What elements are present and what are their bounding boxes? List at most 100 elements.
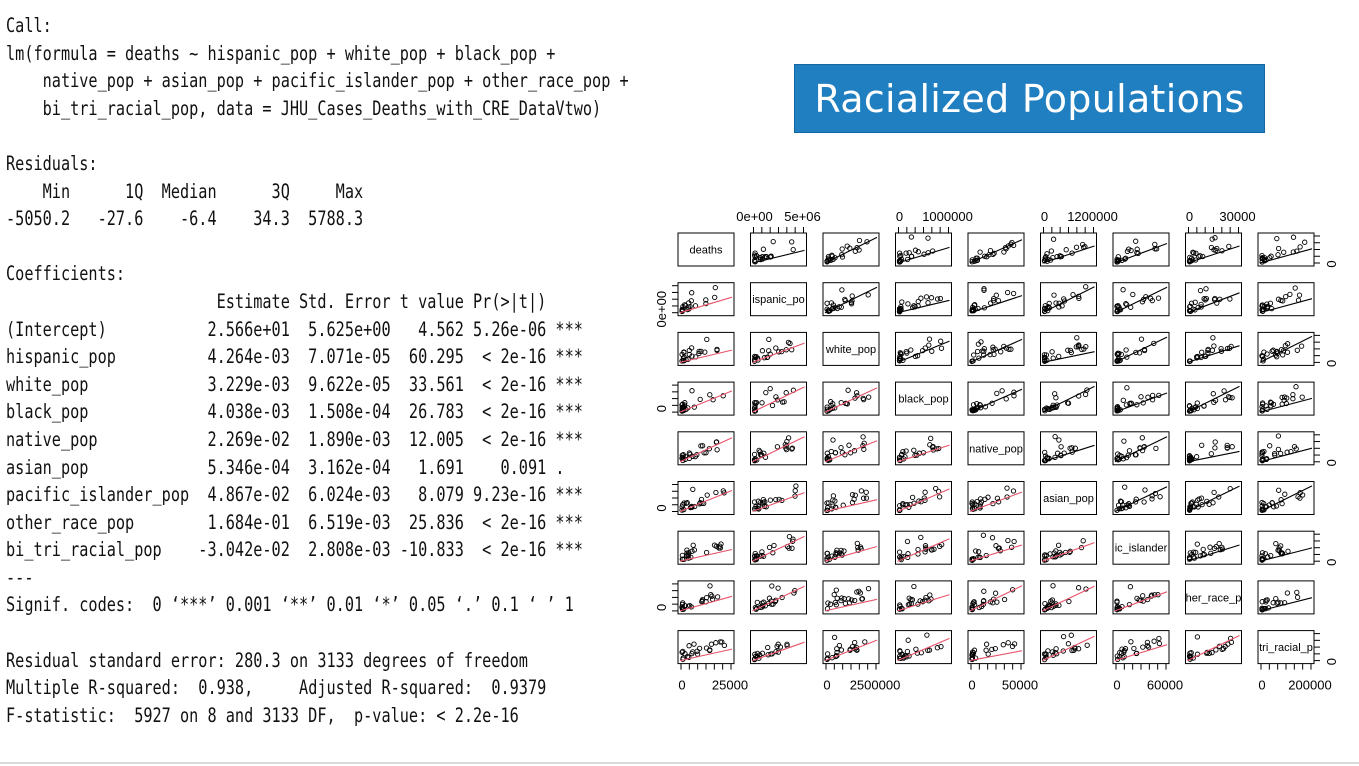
data-point xyxy=(754,457,760,463)
data-point xyxy=(833,587,839,593)
panel-hispanic_pop-vs-native_pop xyxy=(967,282,1025,317)
data-point xyxy=(900,448,906,455)
data-point xyxy=(1268,552,1274,559)
data-point xyxy=(903,250,909,256)
diagonal-label: deaths xyxy=(689,245,723,257)
data-point xyxy=(1114,358,1120,364)
data-point xyxy=(979,348,985,354)
data-point xyxy=(1199,442,1205,448)
panel-other_race_pop-vs-black_pop xyxy=(895,580,952,615)
panel-deaths-vs-bi_tri_racial_pop xyxy=(1257,232,1315,267)
data-point xyxy=(1213,247,1219,254)
data-point xyxy=(789,545,795,551)
data-point xyxy=(829,506,835,512)
data-point xyxy=(696,348,702,355)
data-point xyxy=(899,299,905,305)
data-point xyxy=(934,645,941,651)
data-point xyxy=(908,347,914,353)
data-point xyxy=(707,392,713,398)
data-point xyxy=(789,446,795,452)
data-point xyxy=(1259,499,1265,506)
data-point xyxy=(1005,640,1011,646)
data-point xyxy=(1280,348,1287,354)
panel-hispanic_pop-vs-asian_pop xyxy=(1040,282,1097,317)
data-point xyxy=(680,303,686,310)
data-point xyxy=(1074,335,1080,341)
data-point xyxy=(1052,554,1058,560)
data-point xyxy=(682,456,688,463)
data-point xyxy=(1297,495,1303,501)
r-output-line: lm(formula = deaths ~ hispanic_pop + whi… xyxy=(6,41,556,65)
data-point xyxy=(1296,292,1303,298)
data-point xyxy=(824,408,830,414)
data-point xyxy=(854,244,860,251)
data-point xyxy=(1188,500,1194,506)
fit-line xyxy=(1114,644,1168,662)
data-point xyxy=(1151,638,1157,644)
data-point xyxy=(981,588,987,594)
data-point xyxy=(703,297,709,303)
data-point xyxy=(900,502,906,508)
data-point xyxy=(903,448,909,454)
panel-frame xyxy=(677,232,735,267)
pairs-scatterplot-matrix: deaths ispanic_po white_pop black_popnative… xyxy=(654,209,1339,693)
data-point xyxy=(1067,347,1074,354)
data-point xyxy=(690,486,696,493)
panel-pacific_islander_pop-vs-bi_tri_racial_pop xyxy=(1257,530,1315,565)
top-tick-label: 0 xyxy=(896,209,903,224)
data-point xyxy=(1211,399,1217,406)
data-point xyxy=(865,585,872,592)
data-point xyxy=(1191,250,1197,256)
data-point xyxy=(1048,248,1055,254)
fit-line xyxy=(1187,245,1240,264)
data-point xyxy=(682,651,688,657)
data-point xyxy=(1293,384,1299,390)
data-point xyxy=(924,632,930,638)
panel-bi_tri_racial_pop-vs-pacific_islander_pop xyxy=(1112,630,1170,665)
data-point xyxy=(1216,540,1222,547)
data-point xyxy=(902,502,909,508)
panel-native_pop-vs-native_pop: native_pop xyxy=(967,431,1025,466)
data-point xyxy=(681,500,687,506)
data-point xyxy=(783,390,789,396)
data-point xyxy=(1275,252,1281,258)
fit-line xyxy=(679,548,733,562)
data-point xyxy=(1157,494,1163,500)
panel-frame xyxy=(967,331,1025,366)
data-point xyxy=(1294,589,1300,596)
bottom-tick-label: 60000 xyxy=(1147,678,1183,693)
data-point xyxy=(849,597,855,603)
data-point xyxy=(1219,646,1225,653)
panel-frame xyxy=(1040,481,1097,515)
panel-frame xyxy=(1040,331,1097,366)
data-point xyxy=(1084,387,1090,393)
data-point xyxy=(1070,291,1076,298)
data-point xyxy=(922,543,929,549)
data-point xyxy=(970,650,977,656)
fit-line xyxy=(1114,591,1168,612)
data-point xyxy=(1067,548,1073,554)
data-point xyxy=(971,302,977,308)
data-point xyxy=(757,499,763,506)
data-point xyxy=(856,237,863,244)
fit-line xyxy=(1259,335,1313,363)
data-point xyxy=(937,295,944,302)
data-point xyxy=(1075,646,1082,652)
fit-line xyxy=(752,641,805,662)
data-point xyxy=(934,296,941,302)
fit-line xyxy=(1114,392,1168,413)
bottom-tick-label: 200000 xyxy=(1288,678,1331,693)
data-point xyxy=(1075,344,1081,350)
data-point xyxy=(851,496,857,502)
data-point xyxy=(852,597,858,604)
data-point xyxy=(938,338,944,344)
data-point xyxy=(839,246,845,252)
data-point xyxy=(1189,499,1196,505)
data-point xyxy=(1059,303,1065,309)
data-point xyxy=(753,400,759,406)
fit-line xyxy=(679,390,733,413)
data-point xyxy=(833,551,839,558)
panel-pacific_islander_pop-vs-other_race_pop xyxy=(1185,530,1242,565)
panel-native_pop-vs-pacific_islander_pop xyxy=(1112,431,1170,466)
